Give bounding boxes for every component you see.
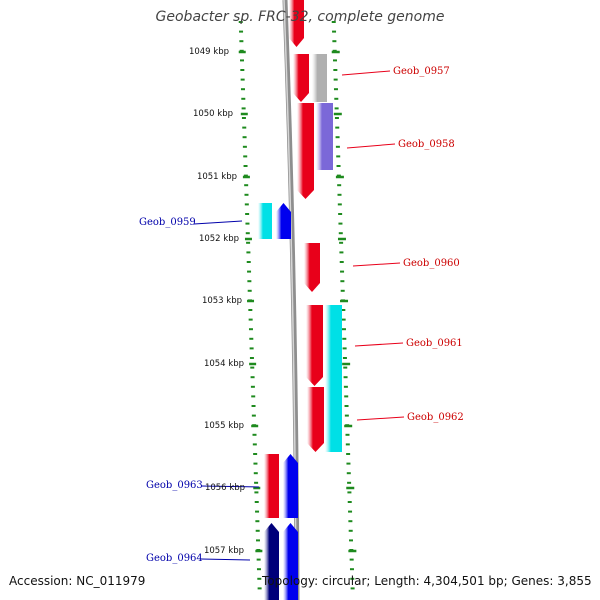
kbp-label: 1053 kbp [201, 296, 242, 306]
kbp-label: 1050 kbp [192, 109, 233, 119]
kbp-label: 1056 kbp [204, 483, 245, 493]
gene-top-partial [289, 0, 304, 47]
gene-label-geob-0957[interactable]: Geob_0957 [393, 66, 450, 77]
gene-0957-annotation [312, 54, 327, 102]
gene-0961-annotation [325, 305, 342, 452]
gene-geob-0957 [293, 54, 309, 102]
gene-label-geob-0958[interactable]: Geob_0958 [398, 139, 455, 150]
gene-label-geob-0961[interactable]: Geob_0961 [406, 338, 463, 349]
kbp-label: 1057 kbp [203, 546, 244, 556]
kbp-label: 1055 kbp [203, 421, 244, 431]
gene-label-geob-0959[interactable]: Geob_0959 [139, 217, 196, 228]
gene-label-geob-0962[interactable]: Geob_0962 [407, 412, 464, 423]
topology-summary: Topology: circular; Length: 4,304,501 bp… [262, 574, 592, 588]
leader-line [356, 416, 405, 421]
gene-label-geob-0963[interactable]: Geob_0963 [146, 480, 203, 491]
gene-geob-0960 [304, 243, 320, 292]
gene-geob-0964 [283, 523, 298, 600]
gene-geob-0959 [276, 203, 291, 239]
gene-geob-0963 [283, 454, 298, 518]
gene-0958-annotation [316, 103, 333, 170]
kbp-label: 1049 kbp [188, 47, 229, 57]
gene-geob-0962 [307, 387, 324, 452]
leader-line [346, 143, 396, 149]
genome-title: Geobacter sp. FRC-32, complete genome [155, 9, 445, 25]
gene-label-geob-0964[interactable]: Geob_0964 [146, 553, 203, 564]
leader-line [193, 220, 243, 225]
leader-line [200, 485, 260, 488]
kbp-label: 1051 kbp [196, 172, 237, 182]
leader-line [354, 342, 404, 347]
gene-0963-annotation [264, 454, 279, 518]
kbp-label: 1054 kbp [203, 359, 244, 369]
kbp-label: 1052 kbp [198, 234, 239, 244]
gene-geob-0958 [297, 103, 314, 199]
gene-0959-annotation [258, 203, 272, 239]
accession-text: Accession: NC_011979 [9, 574, 146, 588]
leader-line [341, 70, 391, 76]
gene-0964-annotation [264, 523, 279, 600]
gene-geob-0961 [306, 305, 323, 386]
leader-line [352, 262, 401, 267]
gene-label-geob-0960[interactable]: Geob_0960 [403, 258, 460, 269]
leader-line [200, 558, 251, 561]
